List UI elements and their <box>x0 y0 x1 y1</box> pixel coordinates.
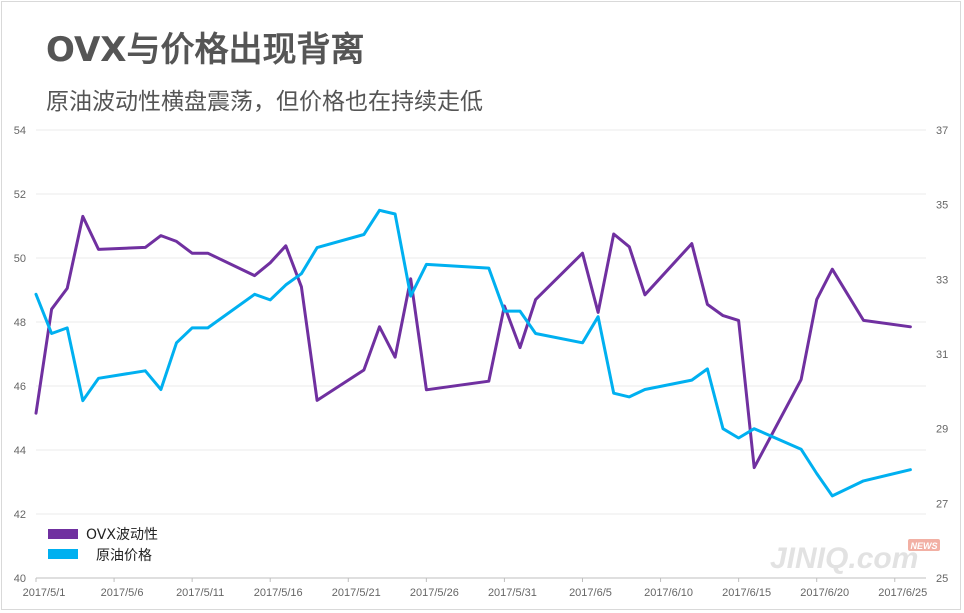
y-left-tick-label: 42 <box>14 509 26 521</box>
x-tick-label: 2017/5/11 <box>176 587 224 599</box>
x-tick-label: 2017/6/10 <box>644 587 693 599</box>
y-left-tick-label: 44 <box>14 445 26 457</box>
x-tick-label: 2017/6/20 <box>800 587 849 599</box>
y-right-tick-label: 25 <box>936 573 948 585</box>
y-right-tick-label: 29 <box>936 424 948 436</box>
y-right-tick-label: 37 <box>936 125 948 137</box>
watermark-logo: JINIQ.com NEWS <box>770 539 940 575</box>
x-tick-label: 2017/5/31 <box>488 587 537 599</box>
legend-label-oil: 原油价格 <box>96 548 152 564</box>
y-right-tick-label: 35 <box>936 200 948 212</box>
series-group <box>34 208 912 498</box>
watermark-badge <box>908 539 940 551</box>
x-tick-label: 2017/6/15 <box>722 587 771 599</box>
y-left-tick-label: 54 <box>14 125 26 137</box>
x-tick-label: 2017/5/1 <box>23 587 66 599</box>
legend-swatch-ovx <box>48 529 78 539</box>
x-tick-label: 2017/5/6 <box>101 587 144 599</box>
series-line-ovx <box>34 214 912 470</box>
x-tick-label: 2017/5/26 <box>410 587 459 599</box>
x-axis: 2017/5/1 2017/5/6 2017/5/11 2017/5/16 2017/5… <box>23 577 927 599</box>
series-line-oil <box>34 208 912 498</box>
chart-subtitle: 原油波动性横盘震荡，但价格也在持续走低 <box>46 89 483 115</box>
legend: OVX波动性 原油价格 <box>48 527 158 564</box>
x-tick-label: 2017/5/21 <box>332 587 381 599</box>
x-tick-label: 2017/6/5 <box>569 587 612 599</box>
chart-title: OVX与价格出现背离 <box>46 30 365 70</box>
y-right-tick-label: 31 <box>936 349 948 361</box>
y-left-tick-label: 50 <box>14 253 26 265</box>
right-axis: 25 27 29 31 33 35 37 <box>936 125 948 585</box>
watermark-badge-text: NEWS <box>911 541 938 551</box>
y-right-tick-label: 27 <box>936 498 948 510</box>
watermark-text: JINIQ.com <box>770 542 918 575</box>
y-right-tick-label: 33 <box>936 274 948 286</box>
y-left-tick-label: 46 <box>14 381 26 393</box>
grid-lines <box>36 129 926 515</box>
y-left-tick-label: 52 <box>14 189 26 201</box>
legend-label-ovx: OVX波动性 <box>86 527 158 543</box>
y-left-tick-label: 40 <box>14 573 26 585</box>
y-left-tick-label: 48 <box>14 317 26 329</box>
left-axis: 40 42 44 46 48 50 52 54 <box>14 125 26 585</box>
x-tick-label: 2017/5/16 <box>254 587 303 599</box>
x-tick-label: 2017/6/25 <box>878 587 927 599</box>
legend-swatch-oil <box>48 549 78 559</box>
